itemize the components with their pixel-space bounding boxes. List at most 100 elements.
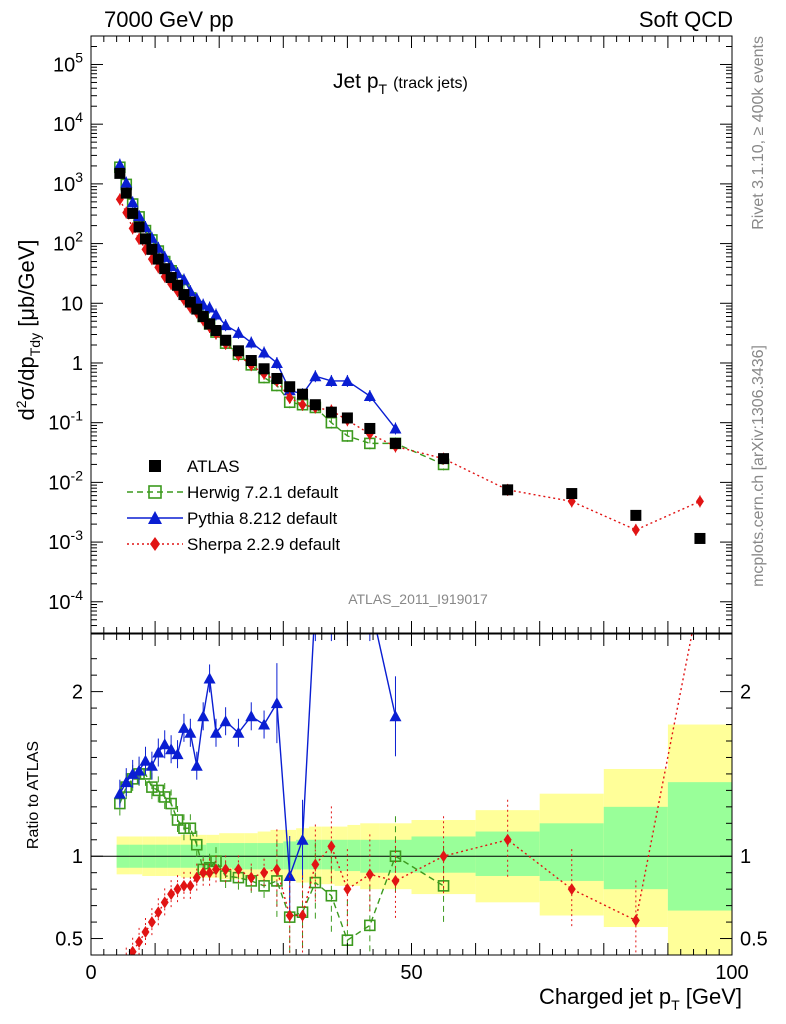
sherpa-ratio-point xyxy=(147,916,156,929)
pythia-ratio-point xyxy=(325,595,337,606)
pythia-point xyxy=(258,346,271,358)
plot-title: Jet pT (track jets) xyxy=(333,70,468,97)
herwig-point xyxy=(341,430,354,442)
sherpa-point xyxy=(122,206,131,219)
atlas-point xyxy=(178,289,190,301)
atlas-point xyxy=(630,509,642,521)
stat-band xyxy=(667,782,732,911)
pythia-ratio-point xyxy=(203,672,216,684)
header-right: Soft QCD xyxy=(639,7,733,32)
ratio-ytick-label-right: 2 xyxy=(740,682,751,704)
atlas-point xyxy=(271,372,283,384)
atlas-point xyxy=(172,279,184,291)
atlas-point xyxy=(325,406,337,418)
pythia-point xyxy=(126,196,139,208)
ratio-xtick-label: 100 xyxy=(715,962,748,984)
herwig-ratio-point xyxy=(258,880,270,892)
sherpa-ratio-point xyxy=(567,883,576,896)
sherpa-point xyxy=(695,495,704,508)
stat-band xyxy=(334,839,348,872)
atlas-point xyxy=(341,412,353,424)
sherpa-ratio-point xyxy=(128,945,137,955)
atlas-point xyxy=(389,437,401,449)
pythia-ratio-point xyxy=(389,710,402,722)
herwig-ratio-point xyxy=(158,791,171,803)
atlas-point xyxy=(197,311,209,323)
pythia-point xyxy=(325,374,338,386)
herwig-ratio-point xyxy=(364,919,376,932)
main-ytick-label: 105 xyxy=(53,49,83,76)
ratio-ylabel: Ratio to ATLAS xyxy=(25,741,42,849)
pythia-ratio-point xyxy=(309,595,321,606)
atlas-point xyxy=(502,484,514,496)
legend-marker-herwig xyxy=(148,485,162,499)
pythia-ratio-point xyxy=(139,754,152,766)
pythia-point xyxy=(389,422,402,434)
plot-title-sub: T xyxy=(379,81,388,97)
main-ytick-label: 104 xyxy=(53,109,83,136)
legend-label-pythia: Pythia 8.212 default xyxy=(187,509,338,528)
pythia-ratio-point xyxy=(258,718,271,730)
sherpa-point xyxy=(298,398,307,411)
pythia-point xyxy=(232,326,245,338)
main-ytick-label: 103 xyxy=(53,169,83,196)
pythia-ratio-point xyxy=(126,767,139,779)
atlas-point xyxy=(165,272,177,284)
atlas-point xyxy=(694,532,706,544)
sherpa-ratio-point xyxy=(205,866,214,879)
sherpa-ratio-point xyxy=(391,874,400,887)
atlas-point xyxy=(191,303,203,315)
pythia-ratio-point xyxy=(184,726,197,738)
herwig-ratio-point xyxy=(146,781,158,793)
atlas-point xyxy=(438,453,450,465)
pythia-ratio-point xyxy=(158,738,171,750)
legend-marker-sherpa xyxy=(150,537,160,551)
sherpa-ratio-point xyxy=(173,883,182,896)
herwig-ratio-point xyxy=(178,822,190,835)
pythia-ratio-point xyxy=(209,726,222,738)
atlas-point xyxy=(204,318,216,330)
ratio-ytick-label-right: 0.5 xyxy=(740,929,768,951)
herwig-ratio-point xyxy=(190,838,203,851)
sherpa-ratio-point xyxy=(260,866,269,879)
herwig-ratio-point xyxy=(325,889,338,902)
atlas-point xyxy=(127,207,139,219)
ratio-ytick-label: 1 xyxy=(72,846,83,868)
pythia-ratio-point xyxy=(245,710,258,722)
pythia-ratio-point xyxy=(113,787,126,799)
sherpa-ratio-point xyxy=(116,965,124,977)
pythia-ratio-point xyxy=(171,748,184,760)
stat-band xyxy=(539,823,604,881)
main-ytick-label: 10 xyxy=(61,293,83,315)
sherpa-ratio-point xyxy=(696,587,704,599)
analysis-id: ATLAS_2011_I919017 xyxy=(348,591,488,607)
main-ytick-label: 10-3 xyxy=(48,527,83,554)
sherpa-point xyxy=(285,391,294,404)
herwig-ratio-point xyxy=(437,880,450,892)
stat-band xyxy=(603,806,668,890)
ratio-ytick-label-right: 1 xyxy=(740,846,751,868)
sherpa-ratio-point xyxy=(234,863,243,876)
pythia-point xyxy=(309,370,322,382)
legend-label-herwig: Herwig 7.2.1 default xyxy=(187,483,338,502)
rivet-label: Rivet 3.1.10, ≥ 400k events xyxy=(750,36,767,230)
atlas-point xyxy=(284,381,296,393)
legend-label-sherpa: Sherpa 2.2.9 default xyxy=(187,535,340,554)
sherpa-ratio-point xyxy=(199,866,208,879)
pythia-point xyxy=(245,336,258,348)
atlas-point xyxy=(139,233,151,245)
sherpa-ratio-point xyxy=(135,935,144,948)
sherpa-line xyxy=(119,199,701,531)
sherpa-ratio-point xyxy=(221,863,230,876)
sherpa-point xyxy=(631,523,640,536)
pythia-ratio-point xyxy=(165,743,178,755)
main-ytick-label: 102 xyxy=(53,229,83,256)
ratio-ytick-label: 0.5 xyxy=(55,929,83,951)
atlas-point xyxy=(297,388,309,400)
sherpa-ratio-point xyxy=(365,868,374,881)
header-left: 7000 GeV pp xyxy=(104,7,234,32)
sherpa-ratio-point xyxy=(192,871,201,884)
pythia-ratio-point xyxy=(152,746,165,758)
